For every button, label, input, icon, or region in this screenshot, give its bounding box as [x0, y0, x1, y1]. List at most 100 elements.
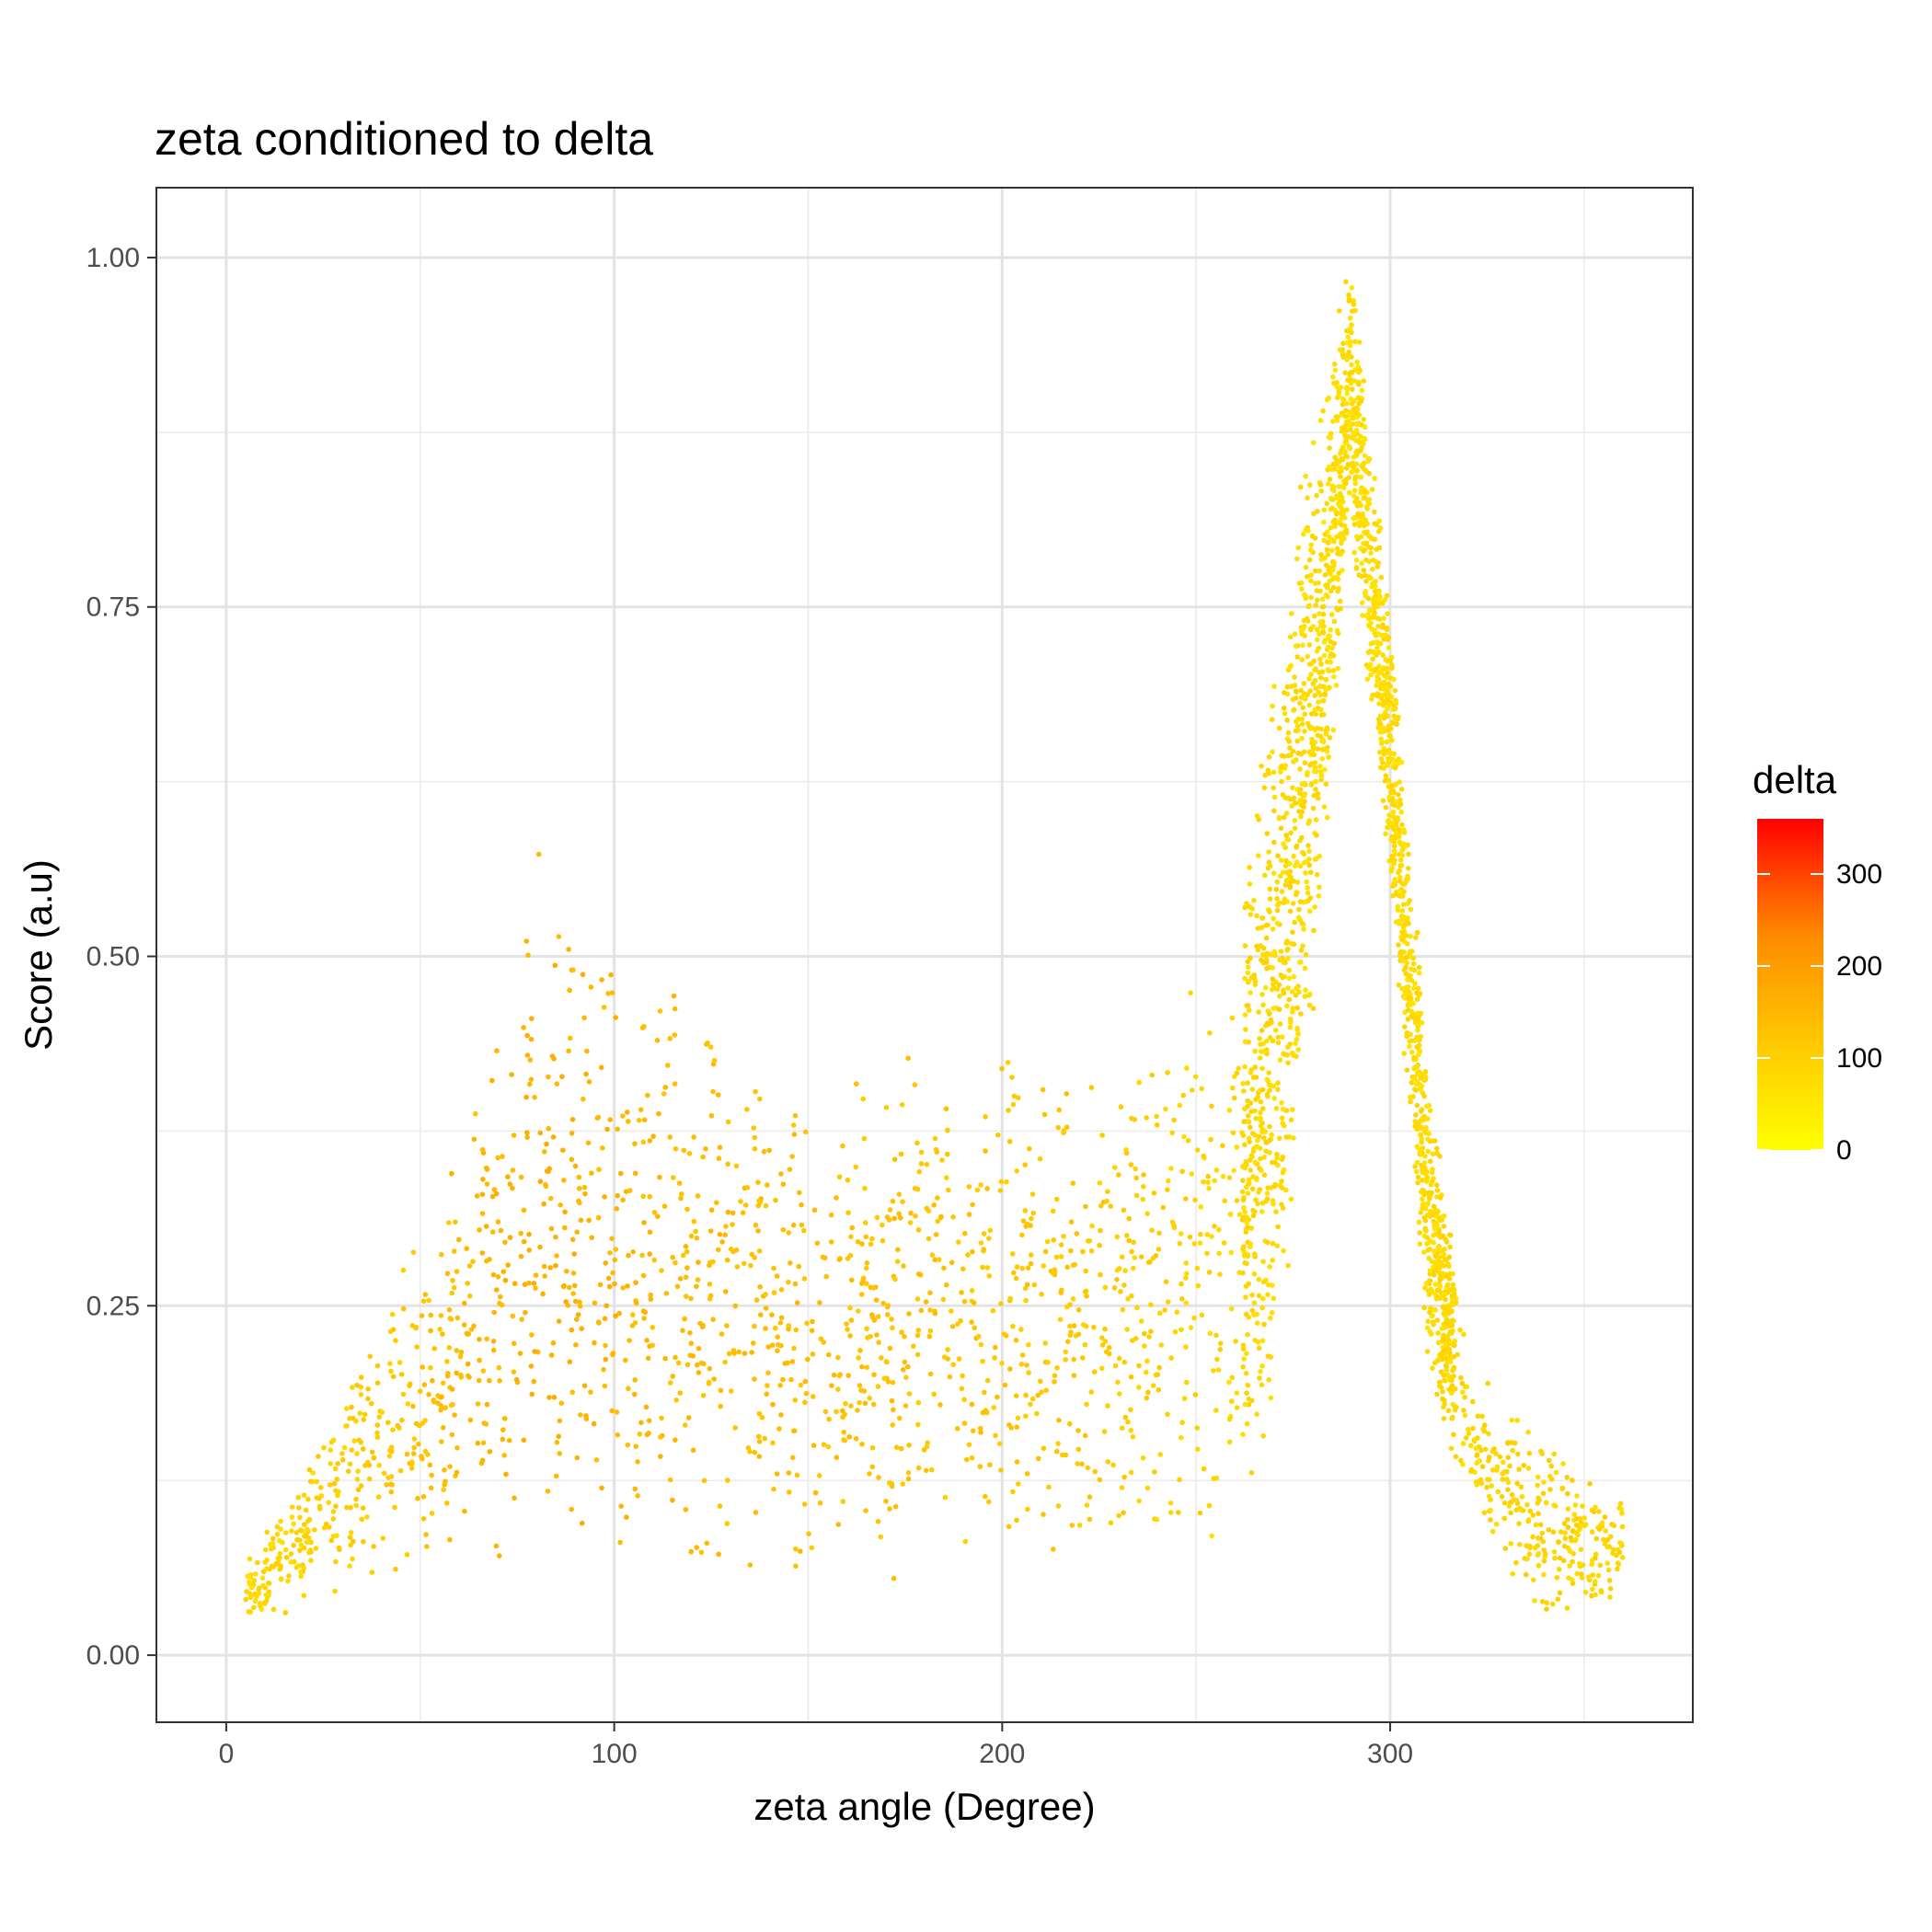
- data-point: [1505, 1440, 1511, 1445]
- data-point: [1306, 603, 1312, 608]
- data-point: [941, 1354, 948, 1360]
- data-point: [1489, 1483, 1494, 1489]
- data-point: [663, 1291, 670, 1296]
- data-point: [1252, 1160, 1259, 1167]
- data-point: [847, 1305, 853, 1311]
- data-point: [991, 1405, 996, 1410]
- data-point: [1340, 499, 1346, 505]
- data-point: [1084, 1502, 1090, 1508]
- data-point: [732, 1303, 739, 1309]
- data-point: [1320, 739, 1327, 745]
- data-point: [282, 1530, 289, 1535]
- data-point: [1407, 1039, 1413, 1044]
- data-point: [1368, 672, 1374, 678]
- data-point: [1443, 1313, 1448, 1318]
- data-point: [1312, 904, 1317, 910]
- data-point: [1023, 1297, 1029, 1304]
- data-point: [1291, 941, 1297, 948]
- data-point: [1080, 1248, 1086, 1255]
- data-point: [1259, 1338, 1266, 1344]
- data-point: [789, 1154, 795, 1159]
- data-point: [1351, 302, 1357, 307]
- data-point: [817, 1500, 823, 1506]
- data-point: [959, 1290, 964, 1295]
- data-point: [1261, 785, 1268, 791]
- data-point: [1340, 353, 1346, 359]
- data-point: [1539, 1530, 1546, 1536]
- data-point: [569, 1131, 575, 1136]
- data-point: [834, 1195, 839, 1201]
- data-point: [1144, 1369, 1149, 1375]
- data-point: [716, 1247, 721, 1253]
- data-point: [871, 1372, 877, 1377]
- data-point: [1294, 859, 1300, 865]
- data-point: [578, 1217, 584, 1224]
- data-point: [1364, 529, 1370, 535]
- data-point: [1204, 1250, 1210, 1257]
- data-point: [1179, 1168, 1185, 1175]
- data-point: [259, 1606, 265, 1613]
- data-point: [873, 1297, 880, 1303]
- data-point: [1019, 1232, 1025, 1238]
- data-point: [1535, 1511, 1541, 1516]
- data-point: [1248, 1157, 1253, 1163]
- data-point: [773, 1325, 778, 1331]
- data-point: [1603, 1528, 1608, 1534]
- data-point: [1279, 753, 1285, 759]
- data-point: [1318, 773, 1325, 778]
- data-point: [1340, 340, 1346, 347]
- data-point: [924, 1467, 929, 1474]
- data-point: [913, 1213, 918, 1219]
- data-point: [1259, 992, 1265, 997]
- data-point: [1259, 1028, 1265, 1033]
- data-point: [905, 1476, 912, 1482]
- data-point: [1428, 1331, 1434, 1337]
- data-point: [1067, 1323, 1073, 1329]
- data-point: [447, 1464, 453, 1469]
- data-point: [1299, 920, 1305, 926]
- data-point: [397, 1467, 404, 1474]
- data-point: [366, 1476, 373, 1482]
- data-point: [1148, 1302, 1154, 1307]
- data-point: [741, 1260, 747, 1267]
- data-point: [1294, 845, 1299, 850]
- data-point: [1180, 1092, 1187, 1098]
- data-point: [1282, 845, 1288, 851]
- data-point: [1229, 1374, 1236, 1381]
- data-point: [891, 1215, 897, 1222]
- data-point: [607, 1250, 613, 1256]
- data-point: [1241, 1204, 1247, 1211]
- data-point: [1294, 890, 1300, 895]
- data-point: [778, 1287, 785, 1293]
- data-point: [875, 1314, 881, 1319]
- data-point: [273, 1561, 280, 1567]
- data-point: [921, 1447, 927, 1453]
- data-point: [896, 1211, 902, 1216]
- data-point: [1374, 604, 1381, 610]
- data-point: [1602, 1514, 1608, 1520]
- data-point: [730, 1210, 736, 1216]
- data-point: [673, 1354, 678, 1361]
- data-point: [1287, 884, 1294, 891]
- data-point: [906, 1311, 912, 1317]
- data-point: [479, 1211, 486, 1216]
- data-point: [798, 1382, 804, 1388]
- data-point: [609, 990, 615, 995]
- data-point: [1485, 1477, 1490, 1482]
- data-point: [1179, 1231, 1184, 1236]
- data-point: [583, 1071, 589, 1077]
- data-point: [1532, 1598, 1537, 1604]
- data-point: [1312, 581, 1318, 586]
- data-point: [1378, 574, 1385, 581]
- data-point: [1317, 656, 1323, 662]
- data-point: [984, 1377, 991, 1384]
- data-point: [695, 1277, 701, 1282]
- data-point: [1564, 1605, 1570, 1611]
- data-point: [1330, 727, 1337, 733]
- data-point: [905, 1363, 911, 1370]
- data-point: [711, 1057, 718, 1064]
- data-point: [1432, 1138, 1438, 1144]
- data-point: [501, 1416, 508, 1421]
- data-point: [529, 1016, 535, 1021]
- data-point: [449, 1170, 454, 1177]
